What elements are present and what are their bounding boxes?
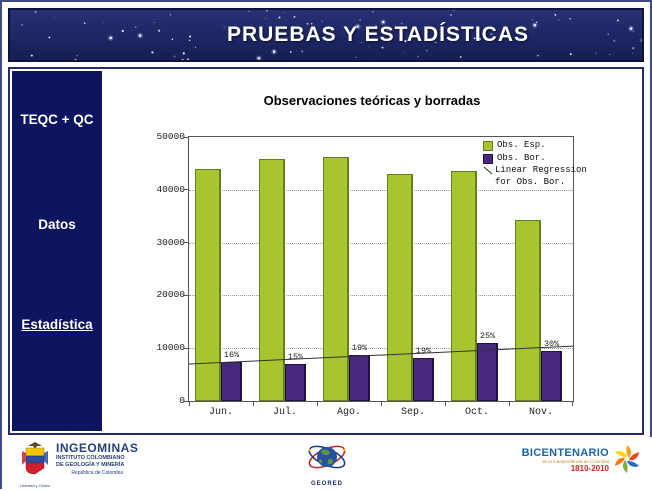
x-axis-tick xyxy=(381,401,382,406)
x-axis-tick xyxy=(572,401,573,406)
ingeominas-line2: DE GEOLOGÍA Y MINERÍA xyxy=(56,462,138,469)
legend-label: Obs. Bor. xyxy=(497,153,546,165)
x-axis-label: Jul. xyxy=(263,407,307,418)
legend-swatch-icon xyxy=(483,141,493,151)
x-axis-label: Sep. xyxy=(391,407,435,418)
x-axis-tick xyxy=(445,401,446,406)
page-title: PRUEBAS Y ESTADÍSTICAS xyxy=(10,10,642,60)
x-axis-tick xyxy=(253,401,254,406)
colombia-coat-of-arms-icon xyxy=(20,441,50,477)
y-axis-label: 0 xyxy=(143,395,185,406)
x-axis-tick xyxy=(509,401,510,406)
bicentenario-title: BICENTENARIO xyxy=(522,448,609,459)
header-banner: PRUEBAS Y ESTADÍSTICAS xyxy=(8,8,644,62)
y-axis-label: 50000 xyxy=(143,131,185,142)
legend-item: Obs. Bor. xyxy=(483,153,587,165)
y-axis-label: 20000 xyxy=(143,289,185,300)
bicentenario-years: 1810-2010 xyxy=(522,464,609,473)
x-axis-label: Jun. xyxy=(199,407,243,418)
x-axis-tick xyxy=(317,401,318,406)
chart-title: Observaciones teóricas y borradas xyxy=(102,93,642,108)
legend-item: Obs. Esp. xyxy=(483,140,587,152)
regression-line-icon xyxy=(483,165,493,175)
sidebar-item-datos[interactable]: Datos xyxy=(12,217,102,232)
ingeominas-line3: República de Colombia xyxy=(56,470,138,476)
y-axis-label: 10000 xyxy=(143,342,185,353)
bicentenario-pinwheel-icon xyxy=(612,443,642,477)
x-axis-label: Oct. xyxy=(455,407,499,418)
x-axis-tick xyxy=(189,401,190,406)
sidebar: TEQC + QC Datos Estadística xyxy=(12,71,102,431)
ingeominas-name: INGEOMINAS xyxy=(56,441,138,455)
ingeominas-logo: Libertad y Orden INGEOMINAS INSTITUTO CO… xyxy=(18,441,138,488)
legend-swatch-icon xyxy=(483,154,493,164)
legend-label: Obs. Esp. xyxy=(497,140,546,152)
x-axis-label: Ago. xyxy=(327,407,371,418)
geored-globe-icon xyxy=(305,439,349,477)
y-axis-label: 40000 xyxy=(143,184,185,195)
bicentenario-logo: BICENTENARIO de la Independencia de Colo… xyxy=(522,443,642,477)
content-panel: TEQC + QC Datos Estadística Observacione… xyxy=(8,67,644,435)
geored-logo: GEORED xyxy=(302,439,352,487)
x-axis-label: Nov. xyxy=(519,407,563,418)
footer: Libertad y Orden INGEOMINAS INSTITUTO CO… xyxy=(2,437,652,491)
crest-caption: Libertad y Orden xyxy=(18,483,52,488)
geored-name: GEORED xyxy=(302,481,352,487)
sidebar-item-teqc-qc[interactable]: TEQC + QC xyxy=(12,112,102,127)
sidebar-item-estadistica[interactable]: Estadística xyxy=(12,317,102,332)
y-axis-label: 30000 xyxy=(143,237,185,248)
